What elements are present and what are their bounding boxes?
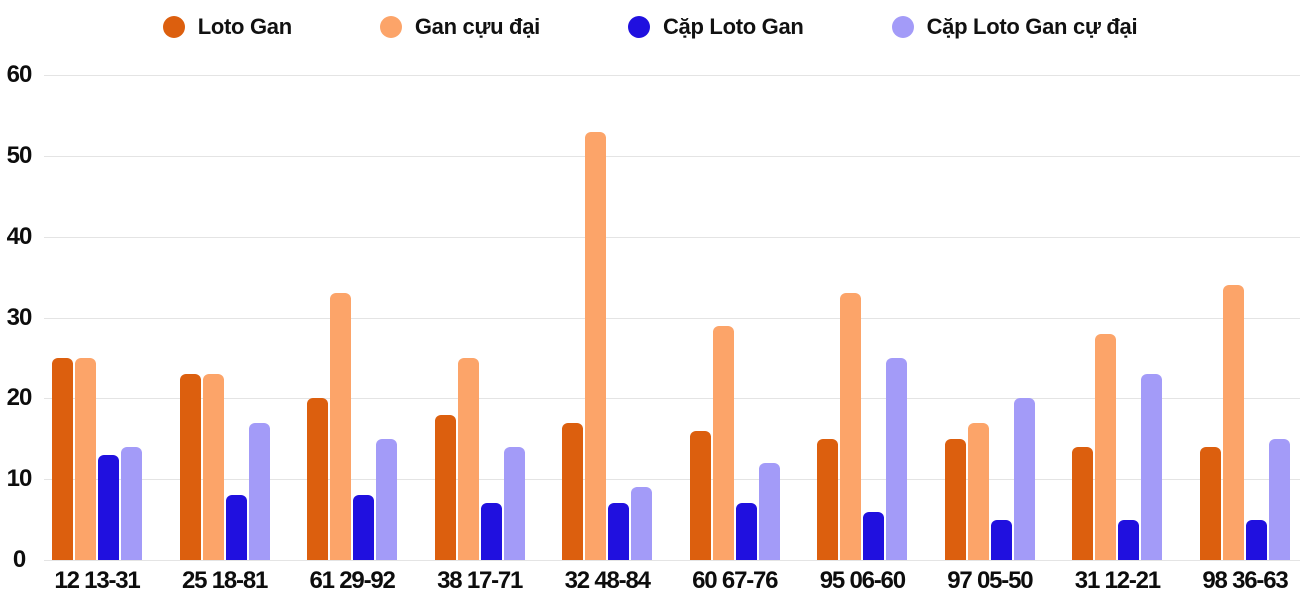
bar-group-98-36-63	[1199, 75, 1290, 560]
legend-dot-icon	[379, 16, 402, 38]
bar-cặp-loto-gan-2	[353, 495, 375, 560]
x-label-4: 32 48-84	[564, 567, 651, 594]
bar-group-95-06-60	[817, 75, 908, 560]
x-label-3: 38 17-71	[437, 567, 523, 594]
x-label-1: 25 18-81	[181, 567, 268, 594]
legend-dot-icon	[627, 16, 650, 38]
bar-gan-cựu-đại-3	[457, 357, 479, 560]
bar-loto-gan-2	[307, 398, 329, 560]
x-label-0: 12 13-31	[54, 567, 140, 594]
bar-loto-gan-3	[434, 414, 456, 560]
legend-item-0[interactable]: Loto Gan	[162, 14, 292, 40]
bar-group-38-17-71	[434, 75, 525, 560]
y-tick-label-30: 30	[6, 303, 33, 331]
x-axis: 12 13-31 25 18-81 61 29-92 38 17-71 32 48-84…	[44, 564, 1300, 598]
plot-area	[44, 75, 1300, 561]
bar-cặp-loto-gan-0	[98, 454, 119, 560]
bar-loto-gan-7	[944, 438, 966, 560]
bar-loto-gan-4	[562, 422, 584, 560]
bar-cặp-loto-gan-cự-đại-8	[1141, 374, 1163, 560]
bar-cặp-loto-gan-7	[990, 519, 1012, 560]
y-axis: 0 10 20 30 40 50 60	[0, 61, 40, 573]
legend-label: Gan cựu đại	[414, 14, 540, 39]
x-label-8: 31 12-21	[1074, 567, 1161, 594]
bar-cặp-loto-gan-1	[225, 495, 247, 560]
y-tick-label-20: 20	[6, 384, 33, 412]
legend-label: Cặp Loto Gan	[662, 14, 804, 39]
bar-loto-gan-0	[52, 357, 73, 560]
gridline-20	[44, 398, 1300, 400]
bar-gan-cựu-đại-5	[712, 325, 734, 560]
y-tick-label-60: 60	[6, 61, 33, 88]
bar-group-61-29-92	[307, 75, 398, 560]
bar-gan-cựu-đại-0	[75, 357, 96, 560]
gridline-30	[44, 317, 1300, 319]
legend-dot-icon	[162, 16, 185, 38]
bar-gan-cựu-đại-7	[967, 422, 989, 560]
bar-loto-gan-9	[1199, 446, 1221, 560]
bar-cặp-loto-gan-cự-đại-1	[248, 422, 270, 560]
bar-loto-gan-8	[1072, 446, 1094, 560]
gridline-10	[44, 479, 1300, 481]
y-tick-label-40: 40	[6, 222, 33, 250]
x-label-6: 95 06-60	[819, 567, 906, 594]
gridline-40	[44, 236, 1300, 238]
bar-cặp-loto-gan-cự-đại-3	[503, 446, 525, 560]
bar-cặp-loto-gan-6	[863, 511, 885, 560]
bar-group-25-18-81	[179, 75, 270, 560]
legend-dot-icon	[891, 16, 914, 38]
bar-gan-cựu-đại-2	[330, 293, 352, 560]
bar-cặp-loto-gan-4	[608, 503, 630, 560]
x-label-7: 97 05-50	[947, 567, 1033, 594]
chart-legend: Loto Gan Gan cựu đại Cặp Loto Gan Cặp Loto …	[0, 8, 1300, 46]
bar-group-60-67-76	[689, 75, 780, 560]
bar-group-97-05-50	[944, 75, 1035, 560]
y-tick-label-50: 50	[6, 141, 33, 169]
legend-item-1[interactable]: Gan cựu đại	[379, 14, 540, 40]
bar-gan-cựu-đại-1	[202, 374, 224, 560]
bar-cặp-loto-gan-5	[735, 503, 757, 560]
gridline-60	[44, 75, 1300, 76]
bar-cặp-loto-gan-cự-đại-0	[121, 446, 142, 560]
bar-cặp-loto-gan-8	[1118, 519, 1140, 560]
bar-loto-gan-6	[817, 438, 839, 560]
bar-cặp-loto-gan-cự-đại-9	[1268, 438, 1290, 560]
bar-group-12-13-31	[52, 75, 142, 560]
bar-cặp-loto-gan-cự-đại-7	[1013, 398, 1035, 560]
y-tick-label-0: 0	[12, 546, 26, 573]
bar-gan-cựu-đại-8	[1095, 333, 1117, 560]
bar-cặp-loto-gan-9	[1245, 519, 1267, 560]
x-label-9: 98 36-63	[1202, 567, 1288, 594]
bar-cặp-loto-gan-cự-đại-5	[758, 463, 780, 560]
bar-loto-gan-1	[179, 374, 201, 560]
legend-item-2[interactable]: Cặp Loto Gan	[627, 14, 804, 40]
x-label-5: 60 67-76	[692, 567, 778, 594]
bar-loto-gan-5	[689, 430, 711, 560]
bar-gan-cựu-đại-4	[585, 131, 607, 560]
bar-cặp-loto-gan-cự-đại-2	[376, 438, 398, 560]
legend-label: Loto Gan	[197, 14, 292, 39]
bar-groups	[52, 75, 1290, 560]
bar-cặp-loto-gan-3	[480, 503, 502, 560]
gridline-0	[44, 560, 1300, 561]
bar-cặp-loto-gan-cự-đại-4	[631, 487, 653, 560]
bar-group-31-12-21	[1072, 75, 1163, 560]
bar-cặp-loto-gan-cự-đại-6	[886, 357, 908, 560]
legend-item-3[interactable]: Cặp Loto Gan cự đại	[891, 14, 1138, 40]
x-label-2: 61 29-92	[309, 567, 396, 594]
gridline-50	[44, 155, 1300, 157]
bar-gan-cựu-đại-6	[840, 293, 862, 560]
bar-group-32-48-84	[562, 75, 653, 560]
bar-gan-cựu-đại-9	[1222, 285, 1244, 560]
legend-label: Cặp Loto Gan cự đại	[926, 14, 1138, 39]
y-tick-label-10: 10	[6, 465, 33, 493]
